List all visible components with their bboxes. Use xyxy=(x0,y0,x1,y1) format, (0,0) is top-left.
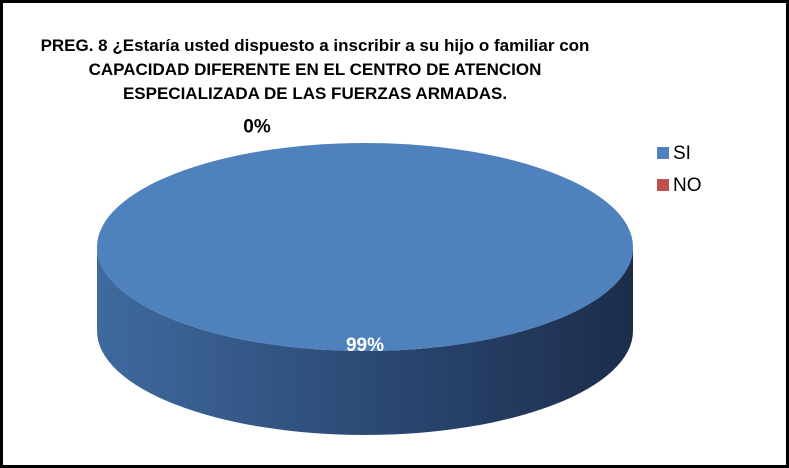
chart-title: PREG. 8 ¿Estaría usted dispuesto a inscr… xyxy=(40,36,590,103)
legend-label: SI xyxy=(673,143,691,164)
data-label: 99% xyxy=(346,335,384,356)
data-label: 0% xyxy=(243,116,271,137)
legend-swatch xyxy=(657,179,669,191)
pie-side xyxy=(97,247,633,435)
legend-label: NO xyxy=(673,175,702,196)
legend-swatch xyxy=(657,147,669,159)
pie-slice xyxy=(97,143,633,351)
